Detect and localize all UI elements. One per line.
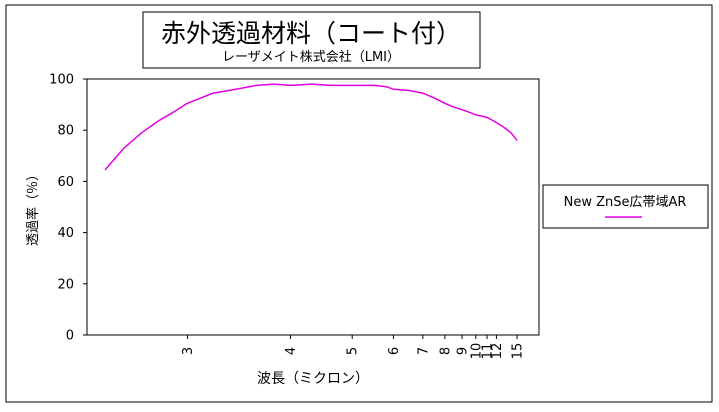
chart-subtitle: レーザメイト株式会社（LMI） bbox=[222, 49, 400, 65]
x-tick-label: 7 bbox=[416, 347, 431, 355]
legend-entry-label: New ZnSe広帯域AR bbox=[564, 195, 687, 210]
x-tick-label: 8 bbox=[438, 347, 453, 355]
y-tick-label: 80 bbox=[57, 124, 74, 139]
series-layer bbox=[104, 83, 518, 171]
y-tick-label: 60 bbox=[57, 175, 74, 190]
x-tick-label: 9 bbox=[456, 347, 471, 355]
title-box bbox=[142, 11, 481, 69]
y-tick-label: 0 bbox=[66, 329, 74, 344]
y-tick-label: 20 bbox=[57, 277, 74, 292]
x-axis-label: 波長（ミクロン） bbox=[257, 371, 369, 387]
x-tick-label: 5 bbox=[346, 347, 361, 355]
y-tick-label: 100 bbox=[49, 73, 74, 88]
x-tick-label: 10 bbox=[469, 343, 484, 360]
x-tick-label: 15 bbox=[511, 343, 526, 360]
plot-area bbox=[86, 78, 540, 336]
x-tick-label: 6 bbox=[387, 347, 402, 355]
y-tick-label: 40 bbox=[57, 226, 74, 241]
series-line bbox=[104, 83, 518, 171]
x-tick-label: 3 bbox=[181, 347, 196, 355]
x-tick-label: 12 bbox=[490, 343, 505, 360]
x-tick-label: 11 bbox=[481, 343, 496, 360]
legend-box bbox=[542, 184, 709, 229]
y-axis-label: 透過率（％） bbox=[25, 168, 41, 246]
x-tick-label: 4 bbox=[284, 347, 299, 355]
y-axis: 0 20 40 60 80 100 bbox=[49, 73, 87, 344]
chart-title: 赤外透過材料（コート付） bbox=[161, 19, 461, 48]
